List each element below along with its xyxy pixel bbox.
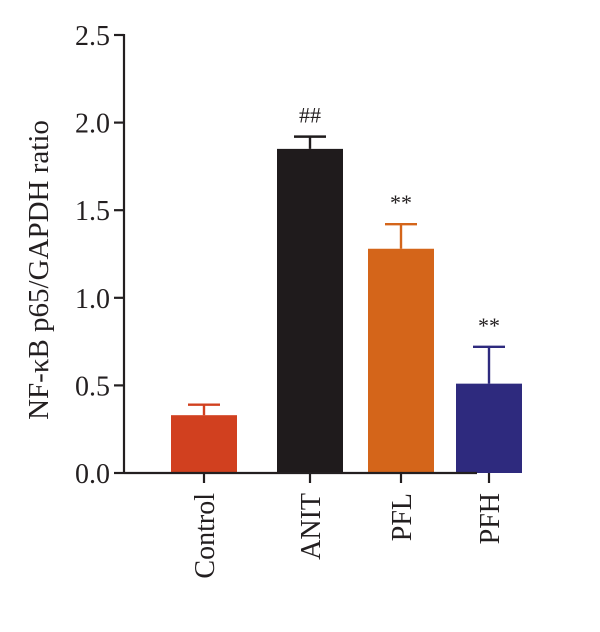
x-tick-label: PFH xyxy=(475,493,506,544)
x-tick-label: Control xyxy=(190,493,221,579)
x-axis: Control ANIT PFL PFH xyxy=(190,473,506,579)
significance-mark: ## xyxy=(299,103,321,128)
y-tick-label: 1.5 xyxy=(75,196,110,227)
bars-group: ## ** ** xyxy=(171,103,522,473)
y-tick-label: 0.0 xyxy=(75,459,110,490)
significance-mark: ** xyxy=(390,190,412,215)
y-tick-label: 0.5 xyxy=(75,371,110,402)
bar-pfh xyxy=(456,383,522,473)
y-tick-label: 2.0 xyxy=(75,109,110,140)
significance-mark: ** xyxy=(478,313,500,338)
x-tick-label: PFL xyxy=(387,493,418,541)
bar-pfl xyxy=(368,248,434,473)
bar-control xyxy=(171,415,237,473)
bar-anit xyxy=(277,148,343,473)
y-tick-label: 1.0 xyxy=(75,284,110,315)
y-tick-label: 2.5 xyxy=(75,21,110,52)
y-axis: 0.0 0.5 1.0 1.5 2.0 2.5 xyxy=(75,21,124,490)
y-axis-title: NF-κB p65/GAPDH ratio xyxy=(23,120,55,420)
x-tick-label: ANIT xyxy=(296,493,327,560)
